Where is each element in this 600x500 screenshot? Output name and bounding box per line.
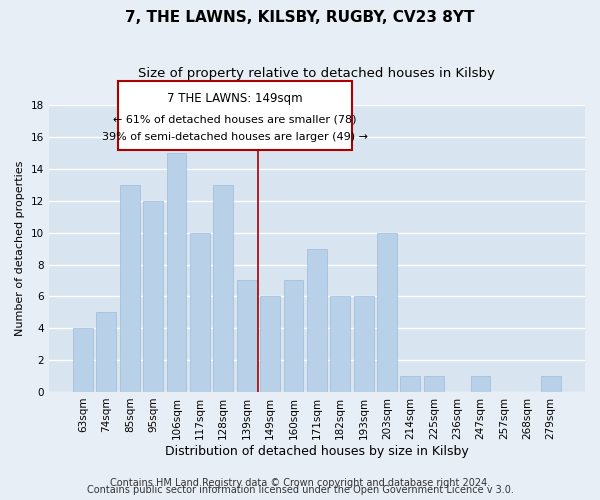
Bar [120, 185, 140, 392]
Bar [470, 376, 490, 392]
Bar [541, 376, 560, 392]
Bar [97, 312, 116, 392]
Bar [307, 248, 327, 392]
Bar [73, 328, 93, 392]
Title: Size of property relative to detached houses in Kilsby: Size of property relative to detached ho… [139, 68, 495, 80]
Bar [284, 280, 304, 392]
Bar [260, 296, 280, 392]
Text: ← 61% of detached houses are smaller (78): ← 61% of detached houses are smaller (78… [113, 114, 357, 124]
Bar [400, 376, 421, 392]
Text: 39% of semi-detached houses are larger (49) →: 39% of semi-detached houses are larger (… [102, 132, 368, 142]
Bar [214, 185, 233, 392]
Bar [330, 296, 350, 392]
FancyBboxPatch shape [118, 82, 352, 150]
Bar [353, 296, 374, 392]
Y-axis label: Number of detached properties: Number of detached properties [15, 161, 25, 336]
Bar [377, 232, 397, 392]
Text: Contains HM Land Registry data © Crown copyright and database right 2024.: Contains HM Land Registry data © Crown c… [110, 478, 490, 488]
Bar [424, 376, 443, 392]
Bar [190, 232, 210, 392]
Bar [237, 280, 257, 392]
Bar [167, 153, 187, 392]
Bar [143, 201, 163, 392]
X-axis label: Distribution of detached houses by size in Kilsby: Distribution of detached houses by size … [165, 444, 469, 458]
Text: 7 THE LAWNS: 149sqm: 7 THE LAWNS: 149sqm [167, 92, 303, 106]
Text: 7, THE LAWNS, KILSBY, RUGBY, CV23 8YT: 7, THE LAWNS, KILSBY, RUGBY, CV23 8YT [125, 10, 475, 25]
Text: Contains public sector information licensed under the Open Government Licence v : Contains public sector information licen… [86, 485, 514, 495]
